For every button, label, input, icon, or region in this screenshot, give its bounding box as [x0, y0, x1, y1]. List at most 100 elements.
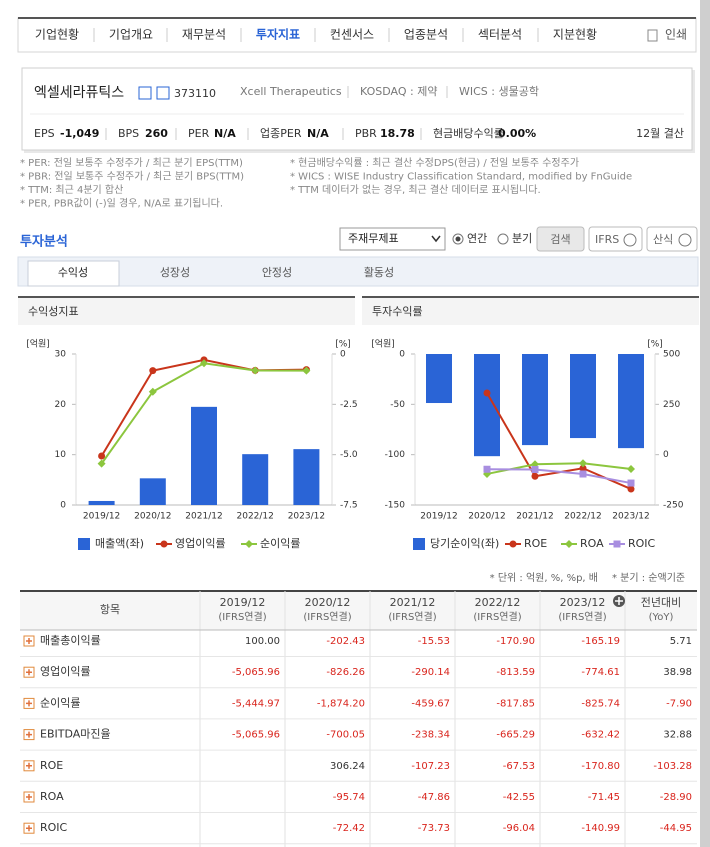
metric-value: N/A	[307, 127, 329, 140]
bar	[242, 454, 269, 505]
x-tick-label: 2023/12	[288, 512, 325, 522]
nav-tab[interactable]: 지분현황	[553, 28, 597, 42]
y2-tick-label: 0	[340, 350, 346, 360]
header-period: 2019/12	[220, 596, 266, 609]
cell: -42.55	[503, 792, 535, 803]
radio[interactable]	[497, 233, 509, 245]
metric-value: N/A	[214, 127, 236, 140]
metric-label: PBR	[355, 127, 377, 140]
metric-value: 0.00%	[498, 127, 536, 140]
company-code: 373110	[174, 87, 216, 100]
x-tick-label: 2019/12	[83, 512, 120, 522]
cell: -5,065.96	[232, 667, 280, 678]
select-box[interactable]	[339, 227, 446, 251]
chart-title: 투자수익률	[372, 305, 423, 318]
point	[579, 459, 587, 468]
chart-header	[362, 297, 699, 325]
cell: -71.45	[588, 792, 620, 803]
button[interactable]	[536, 226, 585, 252]
subtab[interactable]: 활동성	[364, 265, 394, 279]
y-tick-label: -150	[385, 501, 406, 511]
company-wics: WICS : 생물공학	[459, 85, 539, 98]
y2-tick-label: -5.0	[340, 450, 358, 460]
point	[579, 464, 587, 472]
nav-tab[interactable]: 기업개요	[109, 28, 153, 42]
row-label: EBITDA마진율	[40, 728, 111, 741]
header-period: 전년대비	[641, 596, 681, 609]
cell: -165.19	[581, 636, 620, 647]
note: * PBR: 전일 보통주 수정주가 / 최근 분기 BPS(TTM)	[20, 171, 244, 183]
row-label: 매출총이익률	[40, 634, 101, 647]
x-tick-label: 2020/12	[468, 512, 505, 522]
subtab[interactable]: 안정성	[262, 266, 292, 279]
button-label[interactable]: IFRS	[595, 233, 619, 246]
y2-tick-label: 0	[663, 450, 669, 460]
nav-tab[interactable]: 투자지표	[256, 27, 300, 42]
legend-marker	[613, 540, 621, 548]
subtab[interactable]: 성장성	[160, 266, 190, 279]
button-label[interactable]: 검색	[550, 233, 570, 246]
cell: -202.43	[326, 636, 365, 647]
header-basis: (IFRS연결)	[388, 611, 436, 623]
legend-label: ROE	[524, 537, 547, 550]
point	[98, 452, 106, 460]
cell: -67.53	[503, 761, 535, 772]
select-value[interactable]: 주재무제표	[348, 232, 399, 245]
y-tick-label: -100	[385, 450, 406, 460]
series-line	[486, 468, 632, 485]
legend-marker	[565, 540, 573, 548]
point	[483, 389, 491, 397]
note: * TTM 데이터가 없는 경우, 최근 결산 데이터로 표시됩니다.	[290, 183, 541, 196]
cell: -774.61	[581, 667, 620, 678]
header-cell: 항목	[100, 603, 120, 616]
row-plus	[26, 669, 32, 676]
header-basis: (YoY)	[649, 612, 674, 623]
y-tick-label: -50	[390, 400, 405, 410]
cell: -7.90	[666, 698, 692, 709]
y2-unit: [%]	[335, 340, 351, 350]
radio-label[interactable]: 연간	[467, 232, 487, 245]
nav-tab[interactable]: 기업현황	[35, 28, 79, 42]
cell: -103.28	[653, 761, 692, 772]
print-button[interactable]: 인쇄	[665, 28, 687, 42]
row-label: 순이익률	[40, 696, 80, 709]
x-tick-label: 2021/12	[516, 512, 553, 522]
cell: -5,444.97	[232, 698, 280, 709]
cell: -107.23	[411, 761, 450, 772]
point	[579, 470, 587, 478]
header-period: 2023/12	[560, 596, 606, 609]
row-label: ROIC	[40, 821, 68, 834]
bar	[426, 354, 452, 404]
note: * PER, PBR값이 (-)일 경우, N/A로 표기됩니다.	[20, 197, 223, 210]
bar	[522, 354, 548, 446]
metric-value: 18.78	[380, 127, 415, 140]
cell: 32.88	[663, 730, 692, 741]
cell: -170.90	[496, 636, 535, 647]
nav-tab[interactable]: 섹터분석	[478, 28, 522, 42]
subtab-active	[27, 260, 120, 287]
y2-tick-label: -2.5	[340, 400, 358, 410]
x-tick-label: 2019/12	[420, 512, 457, 522]
metric-label: PER	[188, 127, 210, 140]
cell: -15.53	[418, 636, 450, 647]
nav-tab[interactable]: 컨센서스	[330, 28, 374, 42]
point	[200, 359, 208, 368]
radio-label[interactable]: 분기	[512, 232, 532, 245]
note: * TTM: 최근 4분기 합산	[20, 184, 123, 196]
button-label[interactable]: 산식	[653, 233, 673, 246]
bar	[88, 500, 115, 505]
nav-tab[interactable]: 재무분석	[182, 28, 226, 42]
help-icon	[678, 233, 692, 247]
header-period: 2020/12	[305, 596, 351, 609]
subtab[interactable]: 수익성	[58, 266, 88, 279]
fiscal: 12월 결산	[636, 127, 684, 140]
cell: -170.80	[581, 761, 620, 772]
ir-icon	[156, 86, 170, 100]
cell: -632.42	[581, 730, 620, 741]
cell: -825.74	[581, 698, 620, 709]
nav-tab[interactable]: 업종분석	[404, 28, 448, 42]
row-plus	[26, 731, 32, 738]
legend-label: ROA	[580, 537, 604, 550]
header-basis: (IFRS연결)	[473, 611, 521, 623]
cell: -28.90	[660, 792, 692, 803]
